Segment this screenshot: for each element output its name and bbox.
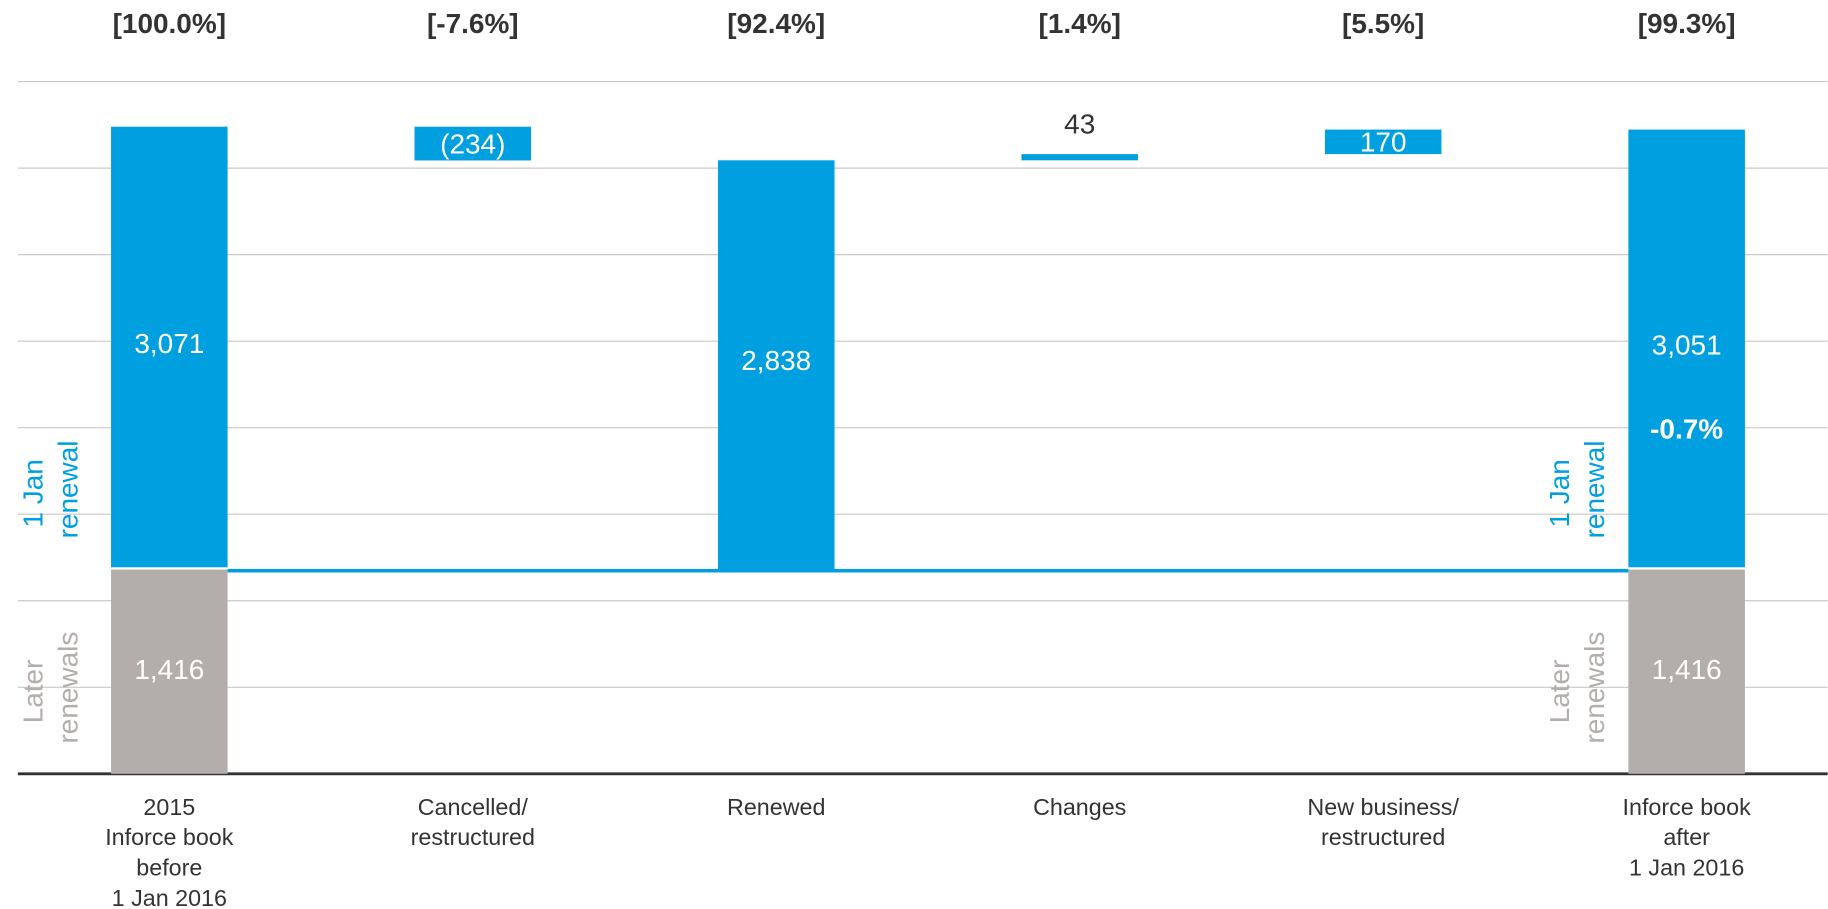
value-label: 43 xyxy=(1064,109,1095,140)
x-tick-label: restructured xyxy=(411,824,535,850)
bar xyxy=(111,126,228,568)
value-label: 1,416 xyxy=(1652,654,1722,685)
bar-annotation: [5.5%] xyxy=(1342,8,1424,39)
bar-annotation: [-7.6%] xyxy=(427,8,519,39)
x-tick-label: New business/ xyxy=(1307,794,1459,820)
series-label: 1 Jan renewal xyxy=(1544,441,1610,539)
x-tick-label: 2015 xyxy=(143,794,195,820)
x-tick-label: Renewed xyxy=(727,794,825,820)
x-tick-label: Inforce book xyxy=(1623,794,1752,820)
bar-annotation: [92.4%] xyxy=(727,8,825,39)
bar-annotation: [1.4%] xyxy=(1039,8,1121,39)
x-tick-label: Inforce book xyxy=(105,824,234,850)
value-label: (234) xyxy=(440,128,505,159)
x-tick-label: Changes xyxy=(1033,794,1126,820)
x-tick-label: 1 Jan 2016 xyxy=(112,885,227,909)
series-label: Later renewals xyxy=(18,632,84,744)
marks xyxy=(111,126,1745,774)
bar-annotation: [100.0%] xyxy=(113,8,226,39)
value-label: 170 xyxy=(1360,127,1407,158)
series-label: Later renewals xyxy=(1544,632,1610,744)
labels: 1,416 3,071 [100.0%] 2015 Inforce book before… xyxy=(18,8,1751,909)
x-tick-label: restructured xyxy=(1321,824,1445,850)
grid xyxy=(17,80,1828,776)
x-tick-label: Cancelled/ xyxy=(418,794,529,820)
x-tick-label: 1 Jan 2016 xyxy=(1629,855,1744,881)
bar xyxy=(717,160,835,570)
bar xyxy=(414,126,532,161)
bar xyxy=(1021,154,1138,161)
bar-annotation: [99.3%] xyxy=(1638,8,1736,39)
value-label: 3,071 xyxy=(134,328,204,359)
change-annotation: -0.7% xyxy=(1650,414,1723,445)
bar xyxy=(1628,129,1745,568)
bar xyxy=(1324,129,1442,155)
x-tick-label: after xyxy=(1663,824,1710,850)
bar xyxy=(111,569,228,774)
bar xyxy=(1628,569,1745,774)
value-label: 1,416 xyxy=(134,654,204,685)
series-label: 1 Jan renewal xyxy=(18,441,84,539)
value-label: 3,051 xyxy=(1652,330,1722,361)
x-tick-label: before xyxy=(136,855,202,881)
value-label: 2,838 xyxy=(741,345,811,376)
